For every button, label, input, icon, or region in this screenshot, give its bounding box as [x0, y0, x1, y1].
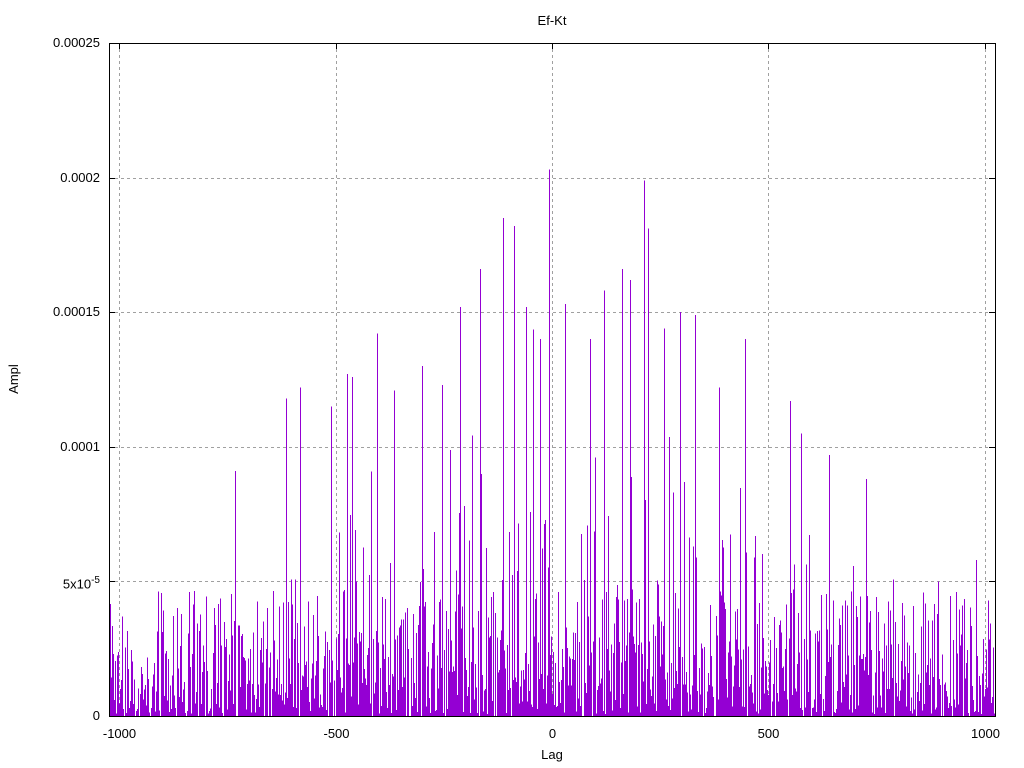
y-axis-label: Ampl — [6, 364, 21, 394]
x-tick-label: 500 — [757, 726, 780, 741]
y-tick-label: 0.0002 — [60, 170, 100, 185]
chart-title: Ef-Kt — [537, 13, 567, 28]
y-tick-label: 0.00015 — [53, 304, 100, 319]
x-axis-label: Lag — [541, 747, 563, 762]
impulse-series — [109, 169, 996, 716]
x-tick-label: 0 — [548, 726, 557, 741]
plot-border — [109, 43, 996, 717]
y-tick-label: 0.0001 — [60, 439, 100, 454]
y-tick-label: 0 — [92, 708, 100, 723]
y-tick-label: 5x10-5 — [62, 575, 100, 592]
x-tick-label: 1000 — [971, 726, 1000, 741]
y-tick-label: 0.00025 — [53, 35, 100, 50]
x-tick-label: -500 — [323, 726, 350, 741]
x-tick-label: -1000 — [102, 726, 137, 741]
grid-lines — [109, 43, 995, 716]
